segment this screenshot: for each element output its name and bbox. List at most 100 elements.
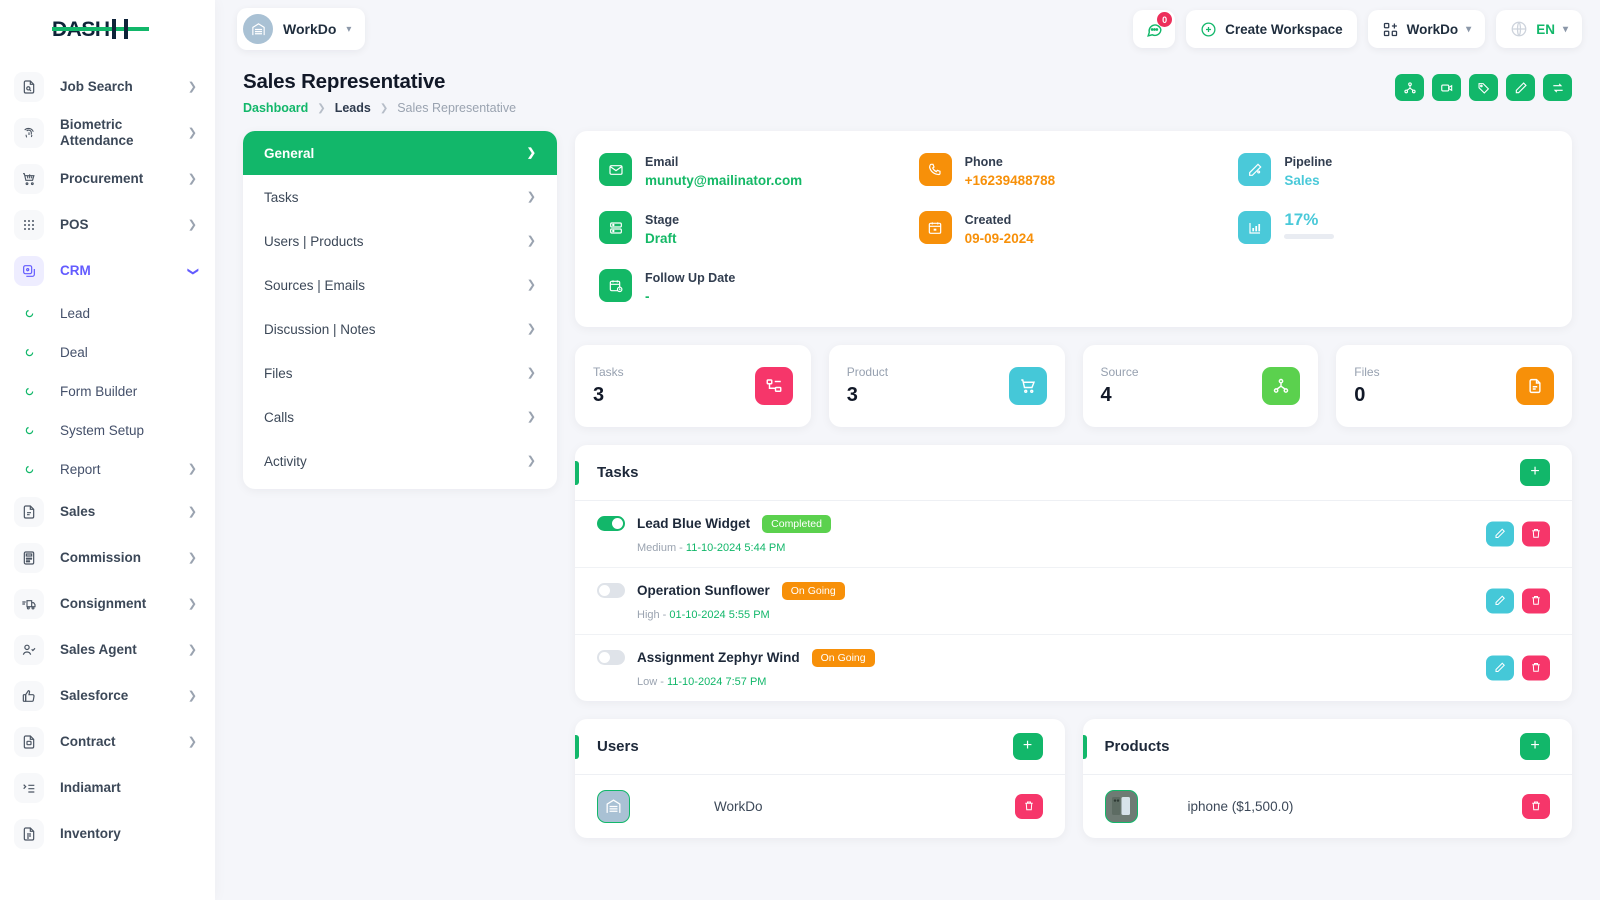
dot-icon xyxy=(14,309,44,318)
detail-tabs: General ❯ Tasks ❯ Users | Products ❯ Sou… xyxy=(243,131,557,489)
delete-task-button[interactable] xyxy=(1522,521,1550,547)
bar-chart-icon xyxy=(1238,211,1272,245)
task-date: 11-10-2024 5:44 PM xyxy=(685,541,786,554)
brand-logo[interactable]: DASH xyxy=(0,0,215,58)
info-phone: Phone +16239488788 xyxy=(918,153,1229,190)
share-node-icon-button[interactable] xyxy=(1395,74,1424,101)
breadcrumb-leads[interactable]: Leads xyxy=(334,101,371,115)
crm-copy-icon xyxy=(14,256,44,286)
sidebar-item-job-search[interactable]: Job Search ❯ xyxy=(0,64,215,110)
sidebar-item-consignment[interactable]: Consignment ❯ xyxy=(0,581,215,627)
products-title: Products xyxy=(1104,737,1170,755)
delete-task-button[interactable] xyxy=(1522,655,1550,681)
sidebar-item-sales[interactable]: Sales ❯ xyxy=(0,489,215,535)
sidebar-item-biometric-attendance[interactable]: Biometric Attendance ❯ xyxy=(0,110,215,156)
stat-value: 0 xyxy=(1354,383,1366,406)
stat-card-files[interactable]: Files 0 xyxy=(1336,344,1572,427)
info-label: Phone xyxy=(964,155,1003,169)
stat-card-product[interactable]: Product 3 xyxy=(828,344,1065,427)
building-icon xyxy=(597,789,630,823)
pencil-icon-button[interactable] xyxy=(1506,74,1535,101)
detail-content: Email munuty@mailinator.com Phone +16239… xyxy=(575,131,1572,838)
tab-general[interactable]: General ❯ xyxy=(243,131,557,175)
task-priority: High xyxy=(637,608,660,621)
tag-icon-button[interactable] xyxy=(1469,74,1498,101)
task-toggle[interactable] xyxy=(597,583,625,599)
chevron-right-icon: ❯ xyxy=(187,218,197,231)
transfer-icon-button[interactable] xyxy=(1543,74,1572,101)
task-priority: Medium xyxy=(637,541,677,554)
status-badge: On Going xyxy=(781,581,845,600)
stat-label: Files xyxy=(1354,364,1380,379)
language-selector[interactable]: EN ▾ xyxy=(1496,10,1582,48)
task-actions xyxy=(1486,588,1550,614)
sidebar-item-form-builder[interactable]: Form Builder xyxy=(0,372,215,411)
tab-users-products[interactable]: Users | Products ❯ xyxy=(243,219,557,263)
sidebar-item-lead[interactable]: Lead xyxy=(0,294,215,333)
task-row: Lead Blue Widget Completed Medium - 11-1… xyxy=(575,501,1572,568)
video-call-icon-button[interactable] xyxy=(1432,74,1461,101)
product-row: iphone ($1,500.0) xyxy=(1083,775,1573,838)
chevron-right-icon: ❯ xyxy=(187,126,197,139)
tab-label: Files xyxy=(264,365,293,381)
grid-dots-icon xyxy=(14,210,44,240)
tab-discussion-notes[interactable]: Discussion | Notes ❯ xyxy=(243,307,557,351)
phone-icon xyxy=(918,153,952,186)
sidebar-item-crm[interactable]: CRM ❯ xyxy=(0,248,215,294)
add-task-button[interactable]: + xyxy=(1520,458,1550,486)
tab-files[interactable]: Files ❯ xyxy=(243,351,557,395)
workspace-switcher-button[interactable]: WorkDo ▾ xyxy=(1367,10,1486,48)
task-name: Operation Sunflower xyxy=(637,583,770,599)
stat-card-tasks[interactable]: Tasks 3 xyxy=(575,344,811,427)
sidebar-item-pos[interactable]: POS ❯ xyxy=(0,202,215,248)
stat-value: 3 xyxy=(846,383,858,406)
sidebar-item-inventory[interactable]: Inventory xyxy=(0,811,215,857)
chevron-right-icon: ❯ xyxy=(526,278,536,291)
edit-task-button[interactable] xyxy=(1486,655,1514,681)
sidebar-item-sales-agent[interactable]: Sales Agent ❯ xyxy=(0,627,215,673)
globe-icon xyxy=(1511,21,1527,37)
info-text: Email munuty@mailinator.com xyxy=(645,153,802,190)
calendar-icon xyxy=(918,211,952,245)
tab-sources-emails[interactable]: Sources | Emails ❯ xyxy=(243,263,557,307)
chevron-right-icon: ❯ xyxy=(187,172,197,185)
users-products-row: Users + WorkDo xyxy=(575,718,1573,838)
stat-label: Tasks xyxy=(593,364,624,379)
chevron-right-icon: ❯ xyxy=(526,454,536,467)
create-workspace-button[interactable]: Create Workspace xyxy=(1186,10,1357,48)
sidebar-item-procurement[interactable]: Procurement ❯ xyxy=(0,156,215,202)
delete-task-button[interactable] xyxy=(1522,588,1550,614)
tab-activity[interactable]: Activity ❯ xyxy=(243,439,557,483)
sidebar-item-deal[interactable]: Deal xyxy=(0,333,215,372)
tab-label: Sources | Emails xyxy=(264,277,366,293)
task-toggle[interactable] xyxy=(597,516,625,532)
add-product-button[interactable]: + xyxy=(1520,732,1550,760)
workspace-switcher-label: WorkDo xyxy=(1406,21,1459,37)
dot-icon xyxy=(14,348,44,357)
sidebar-item-report[interactable]: Report ❯ xyxy=(0,450,215,489)
sidebar-item-indiamart[interactable]: Indiamart xyxy=(0,765,215,811)
task-toggle[interactable] xyxy=(597,650,625,666)
add-user-button[interactable]: + xyxy=(1012,732,1043,760)
chevron-right-icon: ❯ xyxy=(526,190,536,203)
workspace-selector[interactable]: WorkDo ▾ xyxy=(237,8,366,50)
chevron-right-icon: ❯ xyxy=(187,505,197,518)
sidebar-item-salesforce[interactable]: Salesforce ❯ xyxy=(0,673,215,719)
tab-tasks[interactable]: Tasks ❯ xyxy=(243,175,557,219)
delete-user-button[interactable] xyxy=(1014,793,1043,819)
sidebar-item-contract[interactable]: Contract ❯ xyxy=(0,719,215,765)
breadcrumb-separator: ❯ xyxy=(317,102,326,114)
chevron-right-icon: ❯ xyxy=(526,234,536,247)
sidebar-item-commission[interactable]: Commission ❯ xyxy=(0,535,215,581)
delete-product-button[interactable] xyxy=(1522,793,1550,819)
breadcrumb-dashboard[interactable]: Dashboard xyxy=(243,101,309,115)
sidebar-item-system-setup[interactable]: System Setup xyxy=(0,411,215,450)
info-text: Stage Draft xyxy=(645,211,679,248)
edit-task-button[interactable] xyxy=(1486,521,1514,547)
envelope-icon xyxy=(599,153,632,186)
tab-calls[interactable]: Calls ❯ xyxy=(243,395,557,439)
stat-card-source[interactable]: Source 4 xyxy=(1082,344,1319,427)
messages-button[interactable]: 0 xyxy=(1133,10,1176,48)
edit-task-button[interactable] xyxy=(1486,588,1514,614)
user-row: WorkDo xyxy=(575,775,1065,838)
